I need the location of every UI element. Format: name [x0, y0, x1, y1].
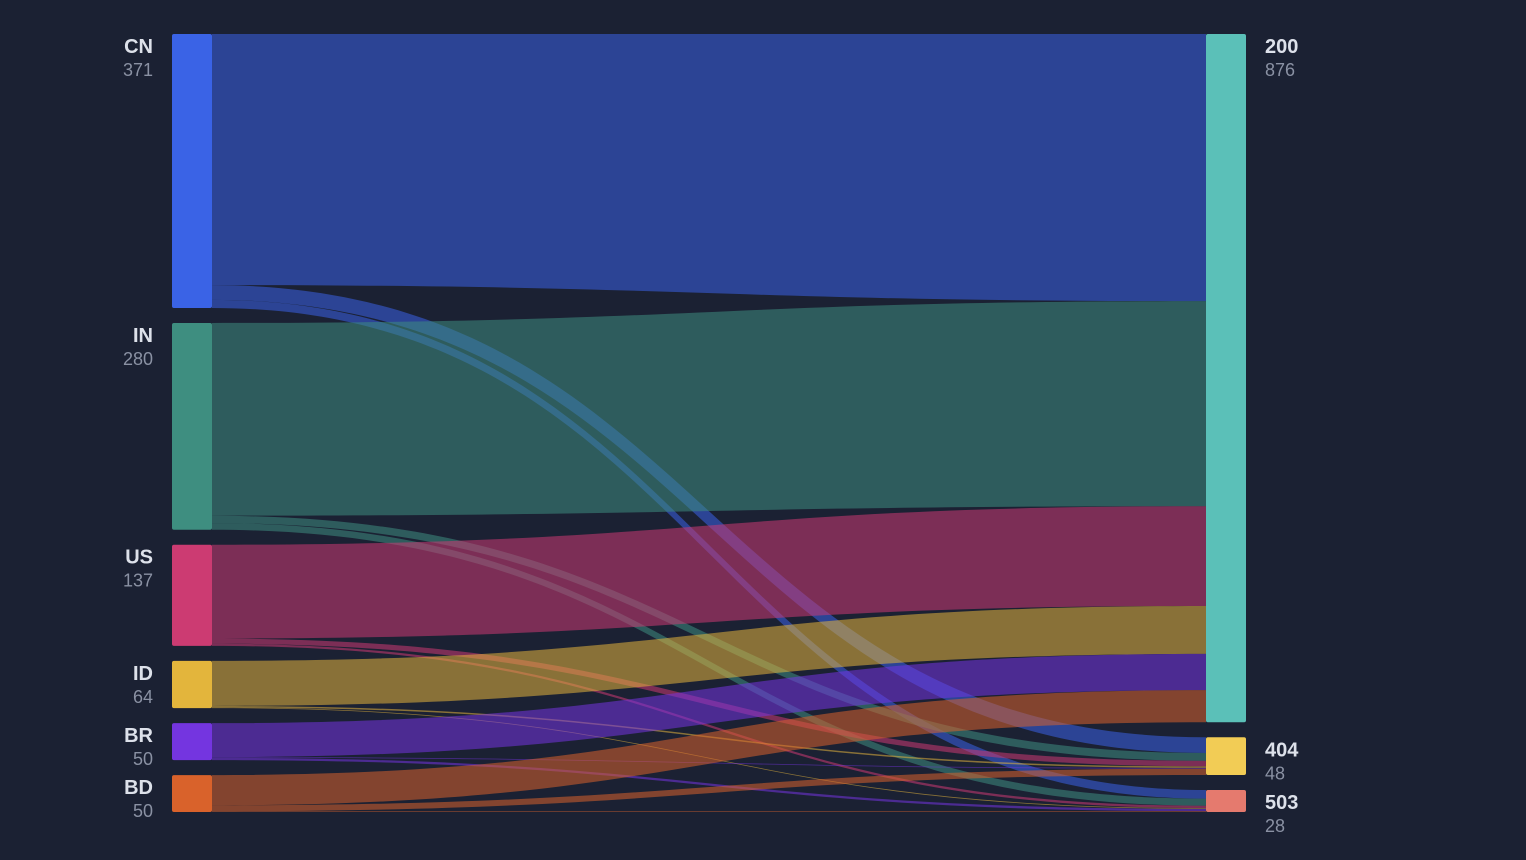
- links: [212, 34, 1206, 812]
- node: [172, 723, 212, 761]
- node-name: BR: [124, 725, 153, 747]
- link: [212, 653, 1206, 758]
- node: [172, 660, 212, 709]
- node: [172, 34, 212, 308]
- node-name: US: [125, 547, 153, 569]
- link: [212, 811, 1206, 812]
- node: [172, 544, 212, 646]
- link: [212, 285, 1206, 753]
- node-name: ID: [133, 663, 153, 685]
- link: [212, 643, 1206, 809]
- node-value: 28: [1265, 816, 1285, 836]
- node-name: IN: [133, 325, 153, 347]
- link: [212, 301, 1206, 516]
- node: [1206, 34, 1246, 723]
- node: [172, 775, 212, 812]
- node: [1206, 737, 1246, 775]
- link: [212, 34, 1206, 302]
- node: [1206, 790, 1246, 812]
- node: [172, 322, 212, 530]
- node-value: 64: [133, 687, 153, 707]
- node-value: 137: [123, 571, 153, 591]
- node-value: 50: [133, 801, 153, 821]
- nodes: CN371IN280US137ID64BR50BD502008764044850…: [123, 34, 1299, 836]
- node-value: 876: [1265, 60, 1295, 80]
- link: [212, 757, 1206, 812]
- link: [212, 506, 1206, 639]
- node-value: 50: [133, 749, 153, 769]
- node-name: 404: [1265, 739, 1299, 761]
- node-name: 503: [1265, 792, 1298, 814]
- node-name: 200: [1265, 36, 1298, 58]
- node-value: 48: [1265, 763, 1285, 783]
- node-value: 371: [123, 60, 153, 80]
- link: [212, 768, 1206, 812]
- link: [212, 606, 1206, 706]
- node-name: BD: [124, 777, 153, 799]
- node-name: CN: [124, 36, 153, 58]
- link: [212, 690, 1206, 806]
- node-value: 280: [123, 349, 153, 369]
